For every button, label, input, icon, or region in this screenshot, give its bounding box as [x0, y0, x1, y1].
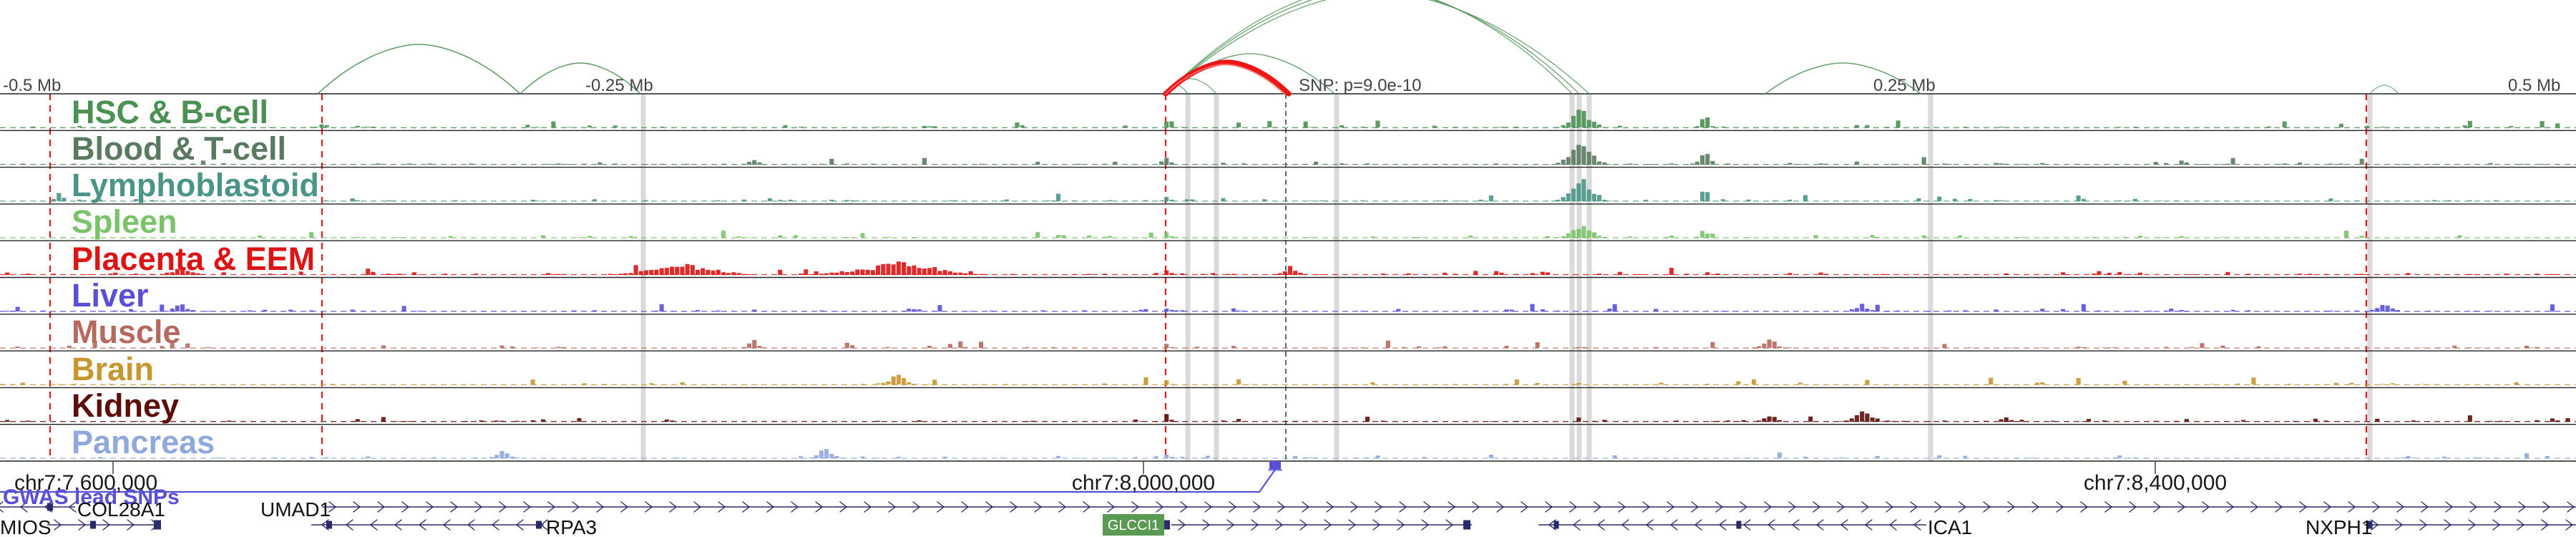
svg-text:GLCCI1: GLCCI1 — [1108, 518, 1159, 533]
